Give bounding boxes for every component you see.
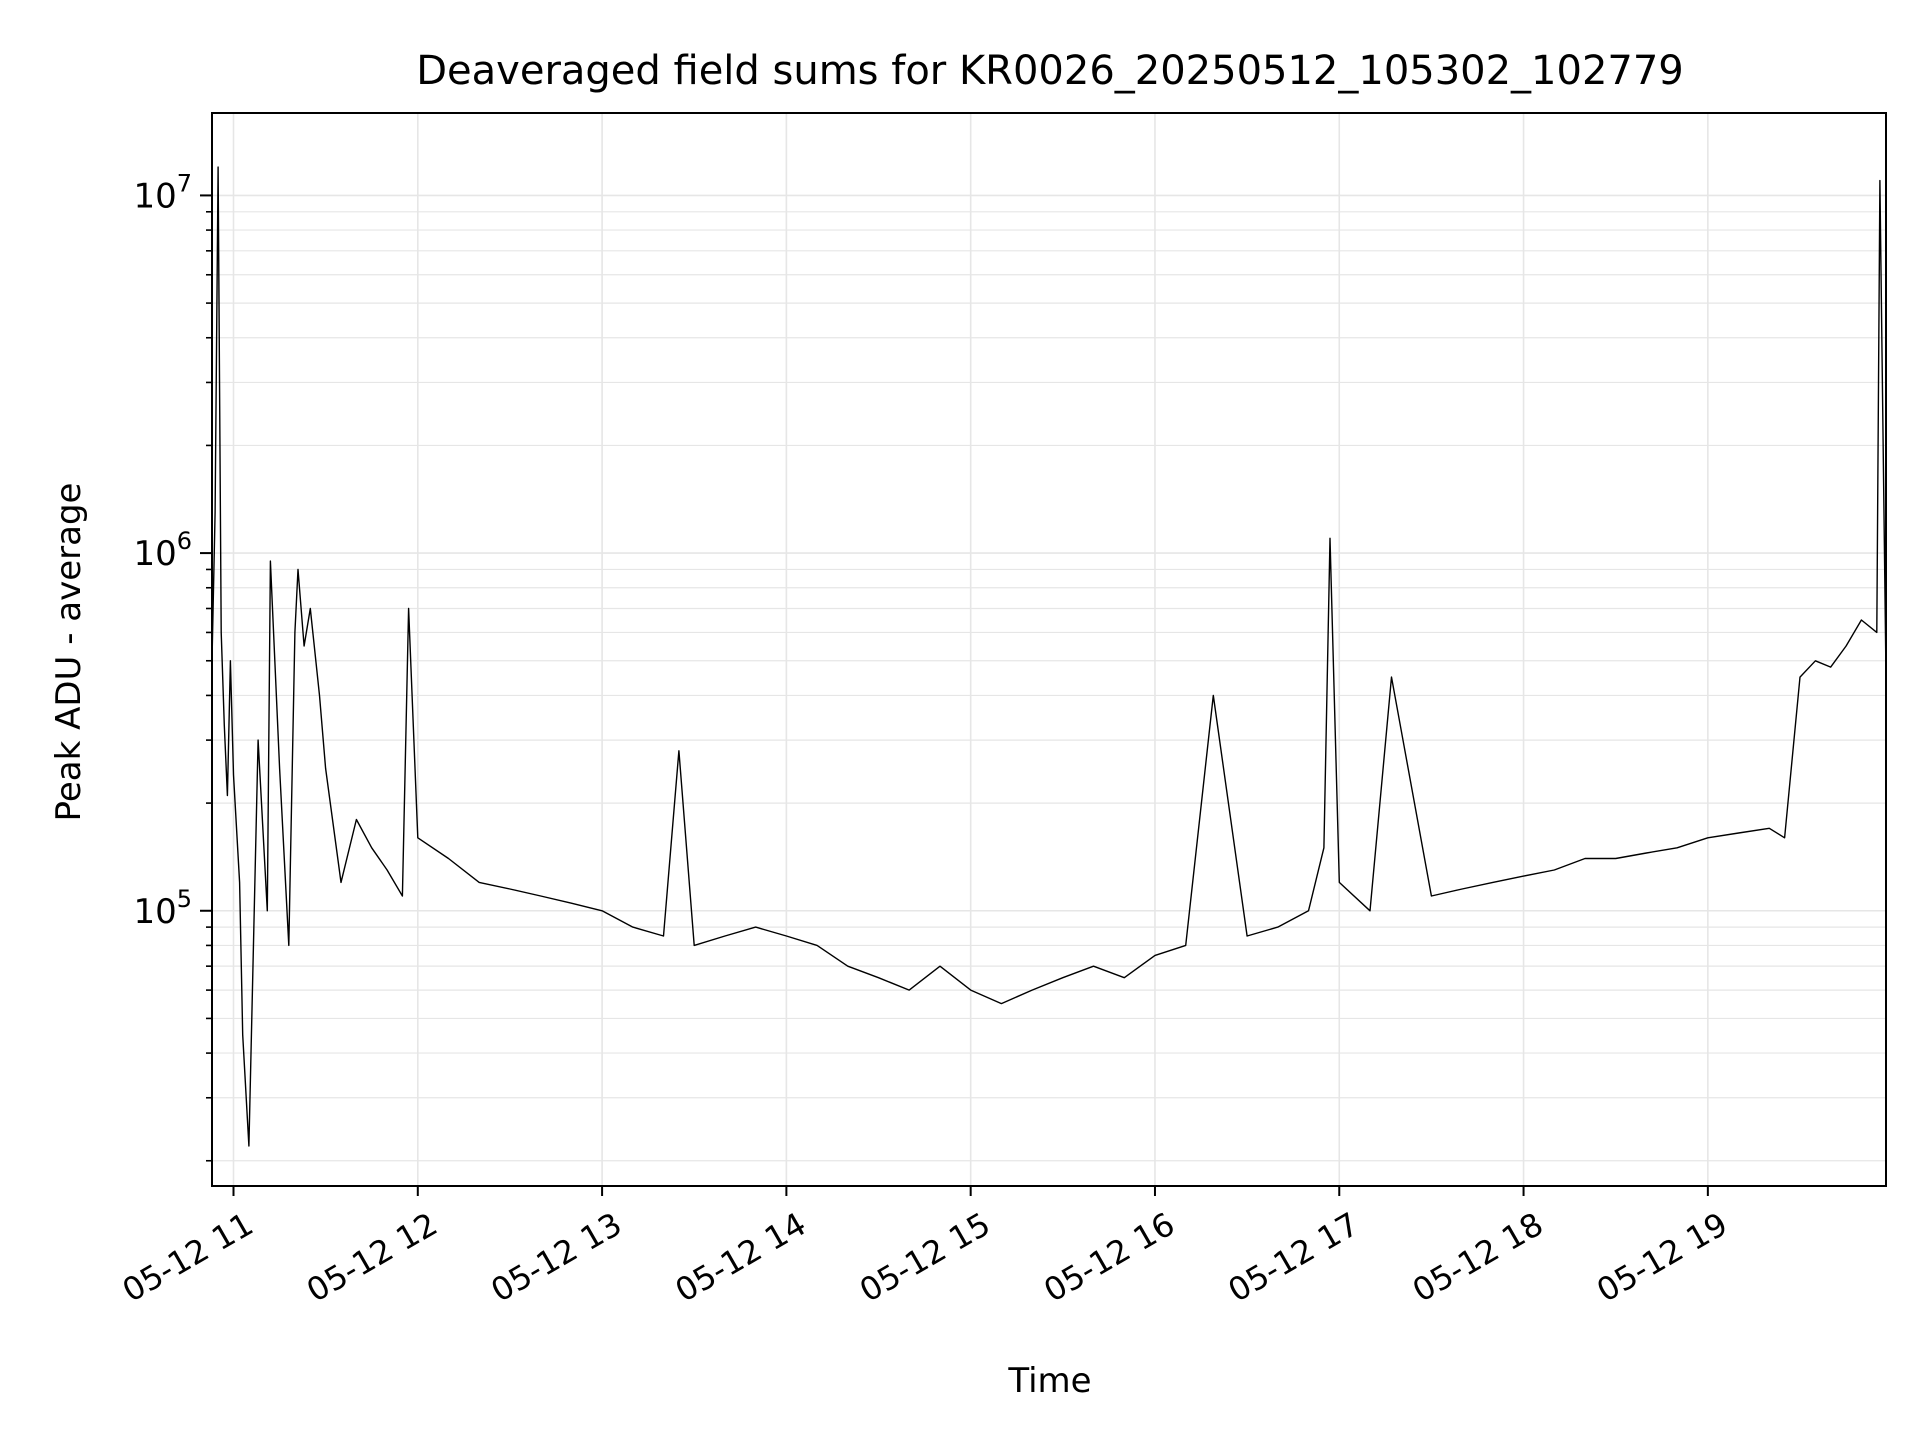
plot-frame	[211, 112, 1887, 1187]
series-line	[211, 166, 1887, 1147]
y-tick-exponent: 7	[177, 169, 192, 197]
grid	[212, 113, 1886, 1186]
y-tick-exponent: 5	[177, 885, 192, 913]
chart-title: Deaveraged field sums for KR0026_2025051…	[416, 48, 1684, 94]
y-tick-exponent: 6	[177, 527, 192, 555]
y-tick-label: 107	[133, 169, 192, 216]
y-tick-base: 10	[133, 892, 176, 932]
data-layer	[211, 166, 1887, 1147]
y-tick-label: 106	[133, 527, 192, 574]
x-axis-label: Time	[1007, 1361, 1091, 1401]
y-tick-base: 10	[133, 176, 176, 216]
y-axis-label: Peak ADU - average	[49, 483, 89, 822]
y-tick-label: 105	[133, 885, 192, 932]
y-tick-base: 10	[133, 534, 176, 574]
